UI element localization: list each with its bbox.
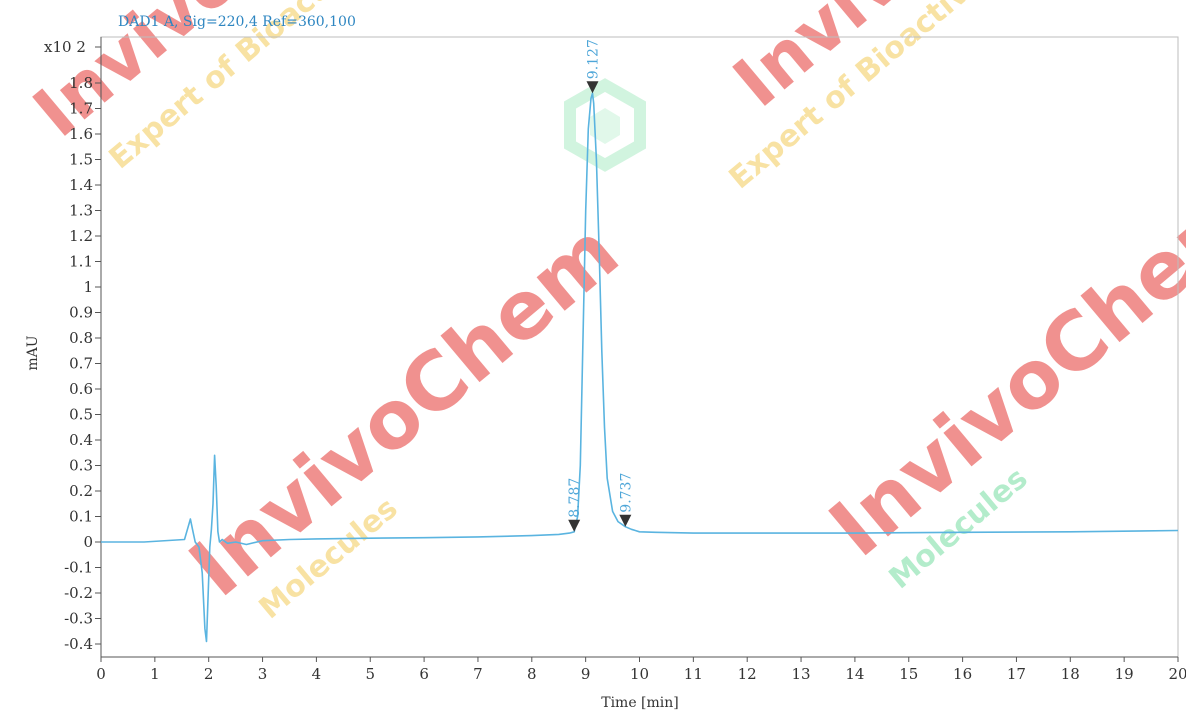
x-tick-label: 4	[312, 665, 322, 683]
x-tick-label: 8	[527, 665, 537, 683]
signal-title: DAD1 A, Sig=220,4 Ref=360,100	[118, 14, 356, 30]
trace	[101, 92, 1179, 643]
y-tick-label: 1.2	[69, 227, 93, 245]
x-tick-label: 0	[96, 665, 106, 683]
y-tick-label: 0.5	[69, 406, 93, 424]
x-tick-label: 13	[792, 665, 811, 683]
y-tick-label: 1.6	[69, 125, 93, 143]
peak-label: 8.787	[567, 478, 583, 518]
y-tick-label: 0.3	[69, 457, 93, 475]
series-line	[101, 92, 1179, 643]
x-axis-title: Time [min]	[601, 695, 679, 711]
y-tick-label: 1.4	[69, 176, 93, 194]
y-tick-label: -0.1	[64, 559, 93, 577]
peak-label: 9.127	[585, 39, 601, 79]
y-tick-label: 1.5	[69, 151, 93, 169]
x-tick-label: 15	[899, 665, 918, 683]
y-tick-label: -0.2	[64, 584, 93, 602]
y-tick-label: 1.3	[69, 202, 93, 220]
peak-label: 9.737	[618, 473, 634, 513]
x-tick-label: 10	[630, 665, 649, 683]
x-tick-label: 5	[365, 665, 375, 683]
x-tick-label: 18	[1061, 665, 1080, 683]
y-tick-label: 0.2	[69, 482, 93, 500]
peak-marker	[619, 514, 632, 527]
y-tick-label: 0.9	[69, 304, 93, 322]
x-tick-label: 12	[738, 665, 757, 683]
x-tick-label: 3	[258, 665, 268, 683]
x-tick-label: 6	[419, 665, 429, 683]
x-tick-label: 19	[1115, 665, 1134, 683]
x-tick-label: 20	[1168, 665, 1186, 683]
y-tick-label: 0.6	[69, 380, 93, 398]
y-tick-label: -0.3	[64, 610, 93, 628]
x-tick-label: 7	[473, 665, 483, 683]
x-tick-label: 17	[1007, 665, 1026, 683]
y-tick-label: 0	[83, 533, 93, 551]
x-tick-label: 2	[204, 665, 214, 683]
watermark-text: InvivoChem	[172, 205, 635, 615]
y-tick-label: 0.7	[69, 355, 93, 373]
peak-markers: 8.787 9.127 9.737	[567, 39, 634, 532]
y-tick-label: 1.7	[69, 100, 93, 118]
x-tick-label: 14	[845, 665, 864, 683]
y-tick-label: 1.1	[69, 253, 93, 271]
y-tick-label: 1	[83, 278, 93, 296]
axes: -0.4 -0.3 -0.2 -0.1 0 0.1 0.2 0.3 0.4 0.5 0.6 0.7 0.…	[64, 37, 1186, 683]
x-tick-label: 16	[953, 665, 972, 683]
y-tick-label: 0.1	[69, 508, 93, 526]
y-tick-label: 0.4	[69, 431, 93, 449]
y-multiplier-label: x10 2	[44, 38, 86, 56]
peak-marker	[586, 81, 599, 94]
y-tick-label: 1.8	[69, 74, 93, 92]
y-tick-label: 0.8	[69, 329, 93, 347]
x-tick-label: 11	[684, 665, 703, 683]
x-tick-label: 9	[581, 665, 591, 683]
x-tick-label: 1	[150, 665, 160, 683]
peak-marker	[568, 519, 581, 532]
y-axis-title: mAU	[25, 335, 41, 370]
y-tick-label: -0.4	[64, 635, 93, 653]
watermark-logo	[564, 78, 646, 172]
